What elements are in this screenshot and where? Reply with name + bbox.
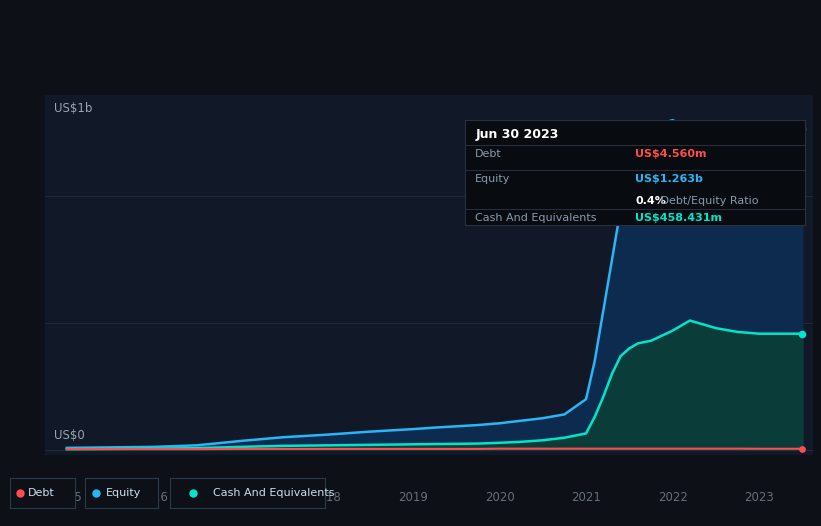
Text: 0.4%: 0.4% [635,196,666,206]
Text: 2018: 2018 [311,491,342,504]
Text: Jun 30 2023: Jun 30 2023 [475,128,558,141]
Text: 2016: 2016 [139,491,168,504]
Text: 2019: 2019 [398,491,428,504]
Text: US$458.431m: US$458.431m [635,214,722,224]
Text: US$0: US$0 [54,429,85,442]
Text: 2017: 2017 [225,491,255,504]
Text: Cash And Equivalents: Cash And Equivalents [475,214,597,224]
Text: US$1.263b: US$1.263b [635,174,703,184]
Text: Cash And Equivalents: Cash And Equivalents [213,488,335,498]
Text: Debt: Debt [475,149,502,159]
Point [796,444,809,453]
Text: Debt/Equity Ratio: Debt/Equity Ratio [657,196,759,206]
Text: 2021: 2021 [571,491,601,504]
Text: 2020: 2020 [484,491,515,504]
Text: 2022: 2022 [658,491,687,504]
Text: 2023: 2023 [745,491,774,504]
Text: US$1b: US$1b [54,102,92,115]
Text: Equity: Equity [105,488,141,498]
Text: Equity: Equity [475,174,511,184]
Text: 2015: 2015 [52,491,81,504]
Point [796,329,809,338]
Text: Debt: Debt [28,488,55,498]
Point [796,125,809,134]
Text: US$4.560m: US$4.560m [635,149,707,159]
